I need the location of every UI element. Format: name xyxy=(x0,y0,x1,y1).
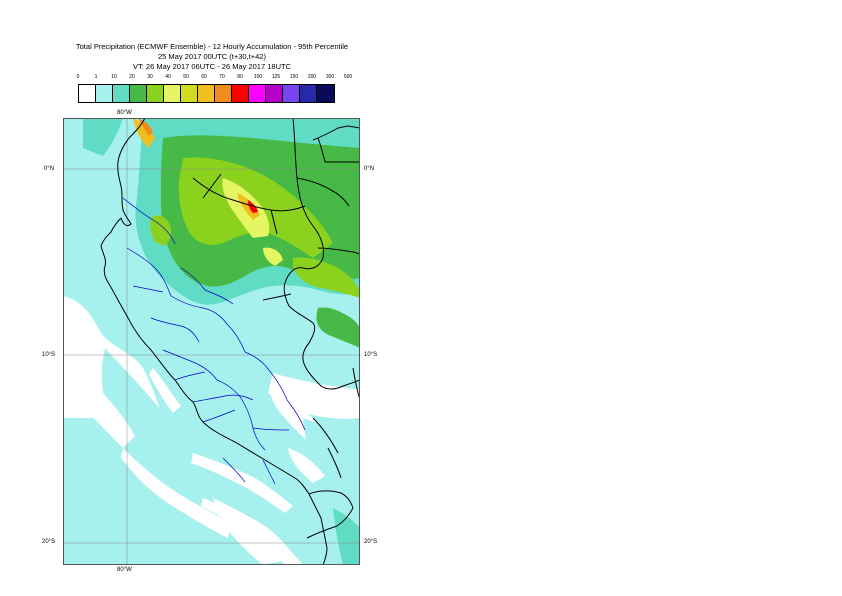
ocean-precip-bands xyxy=(63,296,303,565)
precip-moderate xyxy=(63,118,360,348)
legend-label: 10 xyxy=(111,74,117,80)
lat-label-20-right: 20°S xyxy=(364,539,378,545)
graticule xyxy=(63,118,360,565)
legend-label: 100 xyxy=(253,74,263,80)
legend-label: 20 xyxy=(129,74,135,80)
legend-label: 40 xyxy=(165,74,171,80)
legend-swatch xyxy=(266,85,283,102)
legend-swatch xyxy=(79,85,96,102)
base-time: 25 May 2017 00UTC (t+30,t+42) xyxy=(158,52,266,61)
legend-label: 150 xyxy=(289,74,299,80)
legend-label: 1 xyxy=(94,74,98,80)
legend-label: 200 xyxy=(307,74,317,80)
legend-swatch xyxy=(147,85,164,102)
legend-swatch xyxy=(300,85,317,102)
lat-label-0-right: 0°N xyxy=(364,166,375,172)
legend-bar xyxy=(78,84,335,103)
legend-label: 500 xyxy=(343,74,353,80)
legend-swatch xyxy=(283,85,300,102)
legend-labels: 0 1 10 20 30 40 50 60 70 80 100 125 150 200 300 500 xyxy=(72,74,362,84)
legend-label: 0 xyxy=(76,74,80,80)
regional-boundaries xyxy=(122,197,306,485)
legend-label: 70 xyxy=(219,74,225,80)
map-border xyxy=(63,118,360,565)
legend-swatch xyxy=(96,85,113,102)
legend-swatch xyxy=(249,85,266,102)
lon-label-top: 80°W xyxy=(117,110,132,116)
title-block: Total Precipitation (ECMWF Ensemble) - 1… xyxy=(0,42,424,72)
coastlines-borders xyxy=(100,118,360,565)
legend-swatch xyxy=(198,85,215,102)
legend-label: 50 xyxy=(183,74,189,80)
legend-swatch xyxy=(317,85,334,102)
legend-swatch xyxy=(215,85,232,102)
legend-label: 300 xyxy=(325,74,335,80)
lat-label-20-left: 20°S xyxy=(42,539,56,545)
legend-swatch xyxy=(181,85,198,102)
legend-label: 80 xyxy=(237,74,243,80)
legend-swatch xyxy=(130,85,147,102)
valid-time: VT: 26 May 2017 06UTC - 26 May 2017 18UT… xyxy=(133,62,291,71)
lat-label-10-left: 10°S xyxy=(42,352,56,358)
legend-label: 30 xyxy=(147,74,153,80)
legend-label: 125 xyxy=(271,74,281,80)
lat-label-0-left: 0°N xyxy=(44,166,55,172)
color-legend: 0 1 10 20 30 40 50 60 70 80 100 125 150 200 300 500 xyxy=(72,74,362,103)
legend-swatch xyxy=(164,85,181,102)
lat-label-10-right: 10°S xyxy=(364,352,378,358)
legend-label: 60 xyxy=(201,74,207,80)
chart-title: Total Precipitation (ECMWF Ensemble) - 1… xyxy=(75,42,349,51)
legend-swatch xyxy=(113,85,130,102)
lon-label-bottom: 80°W xyxy=(117,567,132,573)
legend-swatch xyxy=(232,85,249,102)
precipitation-map xyxy=(63,118,360,565)
